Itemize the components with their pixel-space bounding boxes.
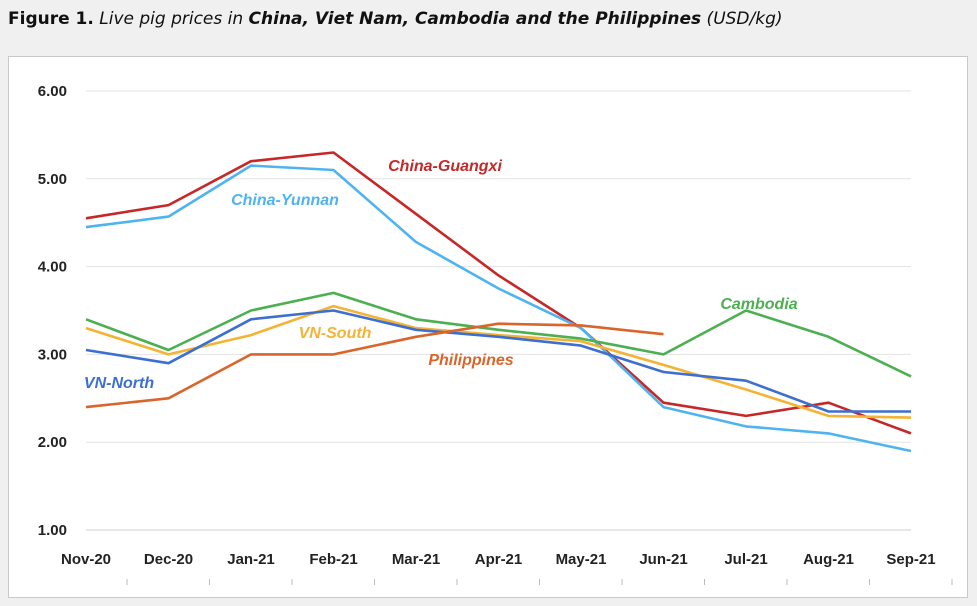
series-line-philippines <box>85 322 664 409</box>
x-tick-label-May-21: May-21 <box>556 551 607 568</box>
figure-caption: Figure 1. Live pig prices in China, Viet… <box>8 9 783 29</box>
x-tick-label-Nov-20: Nov-20 <box>61 551 111 568</box>
series-label-china-yunnan: China-Yunnan <box>231 192 339 209</box>
x-tick-label-Apr-21: Apr-21 <box>475 551 523 568</box>
figure-number: Figure 1. <box>8 9 94 29</box>
caption-unit: (USD/kg) <box>701 9 783 29</box>
caption-countries: China, Viet Nam, Cambodia and the Philip… <box>248 9 702 29</box>
x-tick-label-Sep-21: Sep-21 <box>886 551 935 568</box>
y-tick-label-3.00: 3.00 <box>38 346 67 363</box>
x-tick-label-Jun-21: Jun-21 <box>639 551 687 568</box>
chart-area: 1.00 2.00 3.00 4.00 5.00 6.00 Nov-20 Dec-20 Jan-… <box>8 56 968 598</box>
series-line-china-yunnan <box>85 164 912 453</box>
y-tick-label-5.00: 5.00 <box>38 171 67 188</box>
series-line-vn-south <box>85 304 912 419</box>
x-tick-label-Mar-21: Mar-21 <box>392 551 440 568</box>
x-tick-label-Feb-21: Feb-21 <box>309 551 357 568</box>
series-label-china-guangxi: China-Guangxi <box>388 158 502 175</box>
series-line-china-guangxi <box>85 151 912 435</box>
caption-text: Live pig prices in <box>93 9 249 29</box>
series-line-cambodia <box>85 291 912 378</box>
y-tick-label-2.00: 2.00 <box>38 434 67 451</box>
y-tick-label-4.00: 4.00 <box>38 259 67 276</box>
x-tick-label-Jan-21: Jan-21 <box>227 551 275 568</box>
x-tick-label-Dec-20: Dec-20 <box>144 551 193 568</box>
line-chart: 1.00 2.00 3.00 4.00 5.00 6.00 Nov-20 Dec-20 Jan-… <box>38 83 953 585</box>
y-tick-label-6.00: 6.00 <box>38 83 67 100</box>
series-label-philippines: Philippines <box>428 352 513 369</box>
x-tick-label-Jul-21: Jul-21 <box>724 551 767 568</box>
series-label-vn-south: VN-South <box>299 325 372 342</box>
y-tick-label-1.00: 1.00 <box>38 522 67 539</box>
series-label-vn-north: VN-North <box>84 375 154 392</box>
series-label-cambodia: Cambodia <box>720 296 797 313</box>
series-line-vn-north <box>85 309 911 413</box>
x-tick-label-Aug-21: Aug-21 <box>803 551 854 568</box>
